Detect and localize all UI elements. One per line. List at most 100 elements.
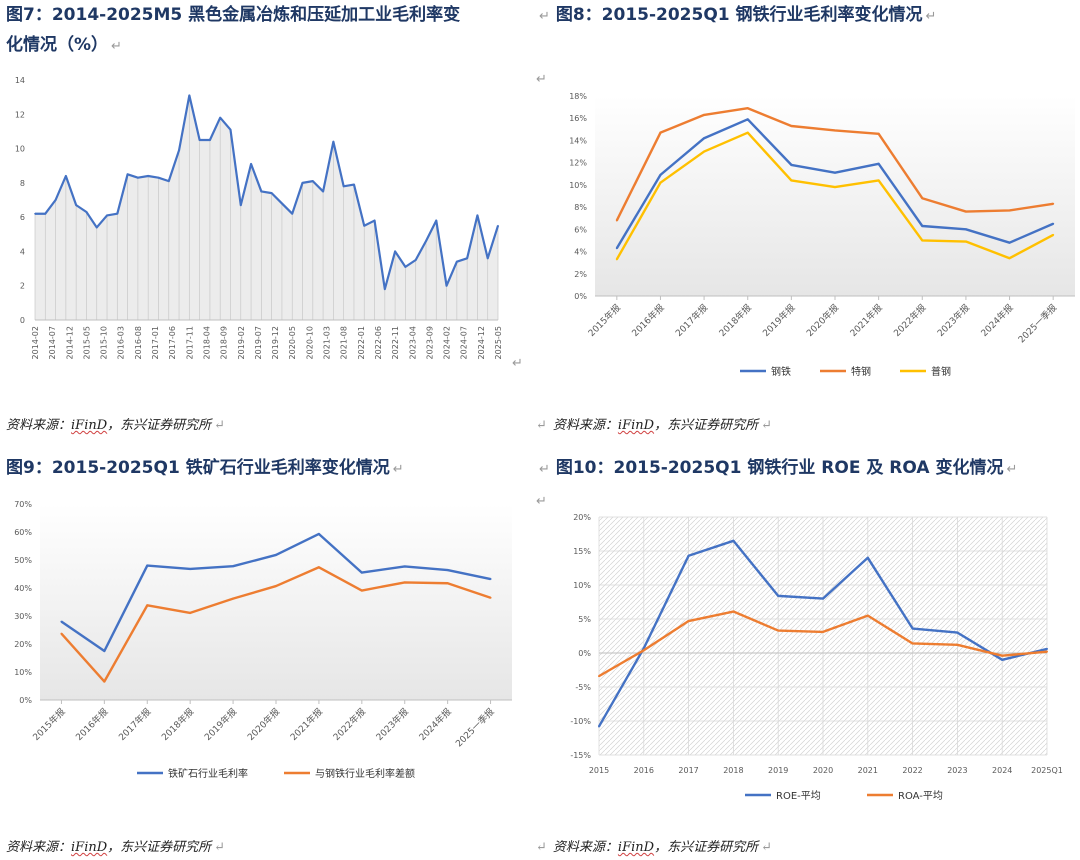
x-tick-label: 2020年报 <box>245 706 282 743</box>
x-tick-label: 2015年报 <box>30 706 67 743</box>
data-point <box>103 650 106 652</box>
return-mark: ↵ <box>392 462 404 477</box>
data-point <box>964 210 967 213</box>
y-tick-label: 50% <box>14 556 32 565</box>
data-point <box>229 128 232 131</box>
data-point <box>615 258 618 261</box>
y-tick-label: 15% <box>573 547 591 556</box>
data-point <box>964 240 967 243</box>
y-tick-label: 5% <box>578 615 591 624</box>
return-mark: ↵ <box>539 462 550 477</box>
plot-background <box>40 504 512 700</box>
x-tick-label: 2014-12 <box>65 326 74 359</box>
data-point <box>1001 658 1004 661</box>
data-point <box>732 539 735 542</box>
x-tick-label: 2015-10 <box>100 326 109 359</box>
x-tick-label: 2018 <box>723 766 743 775</box>
data-point <box>687 554 690 557</box>
data-point <box>615 247 618 250</box>
data-point <box>777 629 780 632</box>
data-point <box>921 225 924 227</box>
data-point <box>189 611 192 614</box>
data-point <box>746 107 749 110</box>
legend-label: 铁矿石行业毛利率 <box>168 767 248 780</box>
x-tick-label: 2021年报 <box>288 706 325 743</box>
data-point <box>732 610 735 613</box>
data-point <box>232 597 235 600</box>
data-point <box>116 212 119 215</box>
x-tick-label: 2018年报 <box>716 302 753 339</box>
data-point <box>877 162 880 165</box>
data-point <box>911 627 914 630</box>
x-tick-label: 2019 <box>768 766 788 775</box>
x-tick-label: 2021-08 <box>340 326 349 359</box>
x-tick-label: 2017 <box>678 766 698 775</box>
x-tick-label: 2022 <box>902 766 922 775</box>
data-point <box>790 125 793 127</box>
return-mark: ↵ <box>536 72 547 87</box>
chart-fig10: -15% -10% -5% 0% 5% 10% 15% 20% 2015 2016 2017 2018… <box>570 513 1063 802</box>
y-tick-label: 0% <box>578 649 591 658</box>
fig10-title-text: 图10：2015-2025Q1 钢铁行业 ROE 及 ROA 变化情况 <box>555 458 1004 478</box>
fig7-title-line1: 图7：2014-2025M5 黑色金属冶炼和压延加工业毛利率变 <box>6 5 461 25</box>
data-point <box>44 212 47 215</box>
y-tick-label: 12% <box>569 159 587 168</box>
data-point <box>239 204 242 206</box>
y-tick-label: 14% <box>569 136 587 145</box>
data-point <box>911 642 914 645</box>
data-point <box>456 260 458 263</box>
data-point <box>659 173 662 176</box>
fig9-title-text: 图9：2015-2025Q1 铁矿石行业毛利率变化情况 <box>6 458 390 478</box>
data-point <box>54 199 57 201</box>
y-tick-label: 16% <box>569 114 587 123</box>
x-tick-label: 2018年报 <box>159 706 196 743</box>
data-point <box>146 604 149 607</box>
x-tick-label: 2017-11 <box>185 326 194 359</box>
data-point <box>956 643 959 646</box>
x-tick-label: 2015 <box>589 766 609 775</box>
data-point <box>435 219 438 222</box>
data-point <box>489 578 492 581</box>
data-point <box>446 582 449 585</box>
data-point <box>921 197 924 200</box>
data-point <box>270 192 273 194</box>
data-point <box>1008 209 1011 212</box>
data-point <box>260 190 263 193</box>
data-point <box>106 214 108 217</box>
x-tick-label: 2024 <box>992 766 1012 775</box>
data-point <box>275 585 277 588</box>
data-point <box>167 180 170 182</box>
data-point <box>291 212 294 215</box>
data-point <box>126 173 129 176</box>
x-tick-label: 2017年报 <box>116 706 153 743</box>
x-tick-label: 2020-10 <box>305 326 314 359</box>
data-point <box>360 571 363 574</box>
y-tick-label: -5% <box>575 683 591 692</box>
x-tick-label: 2019年报 <box>760 302 797 339</box>
data-point <box>414 259 417 261</box>
data-point <box>659 181 662 184</box>
return-mark: ↵ <box>925 9 937 24</box>
data-point <box>425 240 427 242</box>
y-tick-label: 2% <box>574 270 587 279</box>
data-point <box>373 219 376 222</box>
x-tick-label: 2014-02 <box>31 326 40 359</box>
data-point <box>75 204 77 206</box>
x-tick-label: 2014-07 <box>48 326 57 359</box>
x-tick-label: 2018-04 <box>202 326 211 359</box>
x-tick-label: 2019年报 <box>202 706 239 743</box>
x-tick-label: 2015年报 <box>586 302 623 339</box>
x-tick-label: 2021-03 <box>323 326 332 359</box>
data-point <box>1001 654 1004 657</box>
data-point <box>1008 241 1011 244</box>
data-point <box>497 224 499 227</box>
x-tick-label: 2022-06 <box>374 326 383 359</box>
fig10-title: ↵ 图10：2015-2025Q1 钢铁行业 ROE 及 ROA 变化情况 ↵ <box>536 453 1017 485</box>
x-tick-label: 2019-02 <box>237 326 246 359</box>
data-point <box>363 224 366 227</box>
data-point <box>1052 233 1055 236</box>
data-point <box>956 631 959 634</box>
data-point <box>822 597 824 600</box>
source-note: ↵ 资料来源：iFinD，东兴证券研究所 ↵ <box>536 418 772 433</box>
source-note: ↵ 资料来源：iFinD，东兴证券研究所 ↵ <box>536 840 772 855</box>
